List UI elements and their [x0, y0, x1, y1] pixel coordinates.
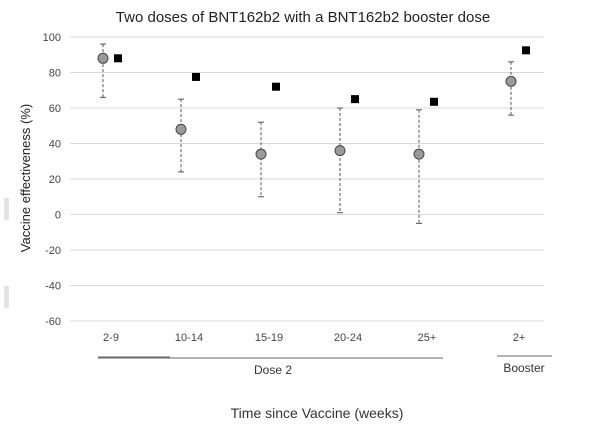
y-tick-labels: 100 80 60 40 20 0 -20 -40 -60: [43, 32, 61, 328]
left-edge-mark-bottom: [4, 286, 9, 308]
y-tick-label: 80: [49, 68, 61, 80]
y-tick-label: -60: [45, 316, 61, 328]
x-category-label: 15-19: [255, 332, 283, 344]
circle-point: [334, 145, 346, 157]
circle-point: [413, 148, 425, 160]
square-point: [430, 97, 438, 106]
circle-point: [97, 52, 109, 64]
square-point: [272, 82, 280, 91]
y-tick-label: 60: [49, 103, 61, 115]
square-point: [192, 72, 200, 81]
gridlines: [70, 36, 544, 322]
x-category-labels: 2-9 10-14 15-19 20-24 25+ 2+: [103, 332, 525, 344]
y-tick-label: -20: [45, 245, 61, 257]
data-marks: [97, 43, 530, 224]
circle-point: [255, 148, 267, 160]
x-category-label: 25+: [418, 332, 437, 344]
x-category-label: 10-14: [175, 332, 203, 344]
y-tick-label: 100: [43, 32, 61, 44]
x-category-label: 2-9: [103, 332, 119, 344]
y-tick-label: -40: [45, 281, 61, 293]
y-tick-label: 20: [49, 174, 61, 186]
y-tick-label: 40: [49, 139, 61, 151]
group-label-booster: Booster: [503, 361, 544, 375]
square-point: [522, 46, 530, 55]
x-category-label: 20-24: [334, 332, 362, 344]
group-label-dose-2: Dose 2: [254, 363, 292, 377]
x-axis-label: Time since Vaccine (weeks): [231, 405, 404, 421]
circle-point: [505, 75, 517, 87]
y-tick-label: 0: [55, 210, 61, 222]
square-point: [114, 54, 122, 63]
y-axis-label: Vaccine effectiveness (%): [18, 104, 33, 252]
circle-point: [175, 123, 187, 135]
square-point: [351, 95, 359, 104]
chart-title: Two doses of BNT162b2 with a BNT162b2 bo…: [116, 9, 490, 26]
x-group-labels: Dose 2 Booster: [98, 355, 552, 377]
left-edge-mark-top: [4, 198, 9, 220]
x-category-label: 2+: [513, 332, 526, 344]
